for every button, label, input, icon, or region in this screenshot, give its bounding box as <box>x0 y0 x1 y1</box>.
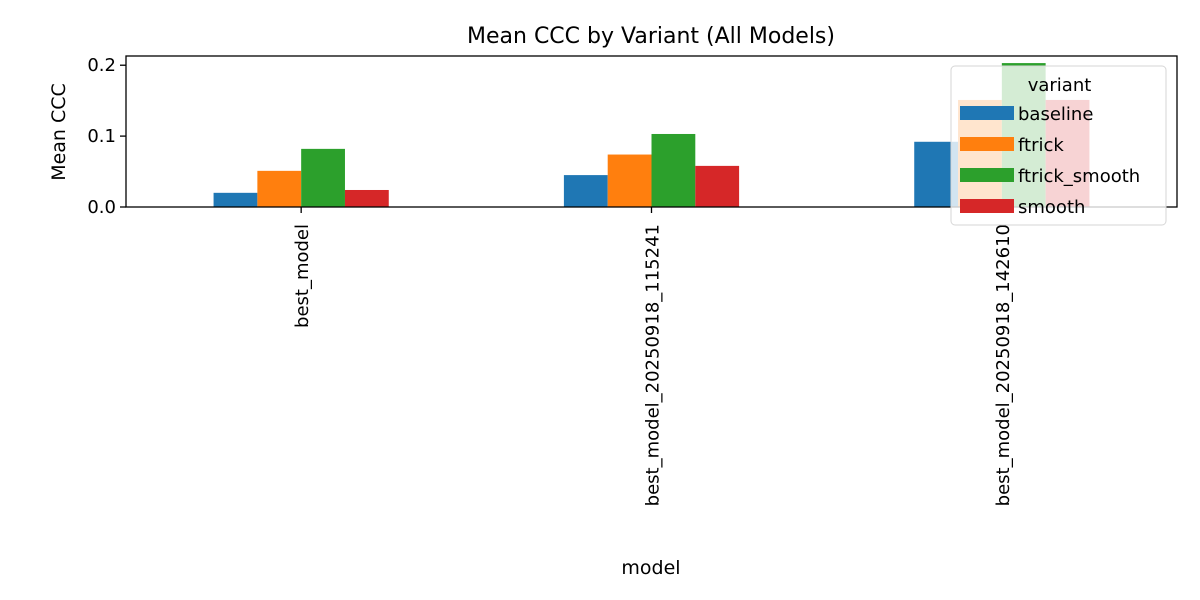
legend-swatch-ftrick <box>960 137 1014 151</box>
x-axis-label: model <box>621 557 680 579</box>
bar-ftrick-1 <box>257 170 302 207</box>
legend-box <box>950 65 1167 226</box>
x-tick-label: best_model <box>292 224 313 328</box>
legend-swatch-baseline <box>960 106 1014 120</box>
bar-ftrick_smooth-2 <box>651 133 696 207</box>
y-tick-label: 0.1 <box>87 126 116 147</box>
legend-swatch-ftrick_smooth <box>960 168 1014 182</box>
bar-smooth-1 <box>344 189 389 207</box>
legend-title: variant <box>1028 75 1092 96</box>
x-tick-label: best_model_20250918_115241 <box>643 224 664 506</box>
y-axis: 0.0 0.1 0.2 <box>87 55 126 218</box>
legend-label-ftrick: ftrick <box>1018 135 1064 156</box>
legend-label-baseline: baseline <box>1018 104 1093 125</box>
legend-label-ftrick_smooth: ftrick_smooth <box>1018 166 1140 187</box>
bar-ftrick_smooth-1 <box>301 148 345 207</box>
legend-swatch-smooth <box>960 199 1014 213</box>
x-tick-label: best_model_20250918_142610 <box>993 224 1014 506</box>
x-axis: best_model best_model_20250918_115241 best… <box>292 207 1014 506</box>
bar-baseline-2 <box>563 175 608 207</box>
y-tick-label: 0.0 <box>87 197 116 218</box>
bar-baseline-1 <box>213 192 258 207</box>
bar-ftrick-2 <box>607 154 652 207</box>
y-axis-label: Mean CCC <box>48 83 70 181</box>
legend-label-smooth: smooth <box>1018 197 1085 218</box>
bar-smooth-2 <box>695 165 740 207</box>
y-tick-label: 0.2 <box>87 55 116 76</box>
chart-title: Mean CCC by Variant (All Models) <box>467 24 835 49</box>
